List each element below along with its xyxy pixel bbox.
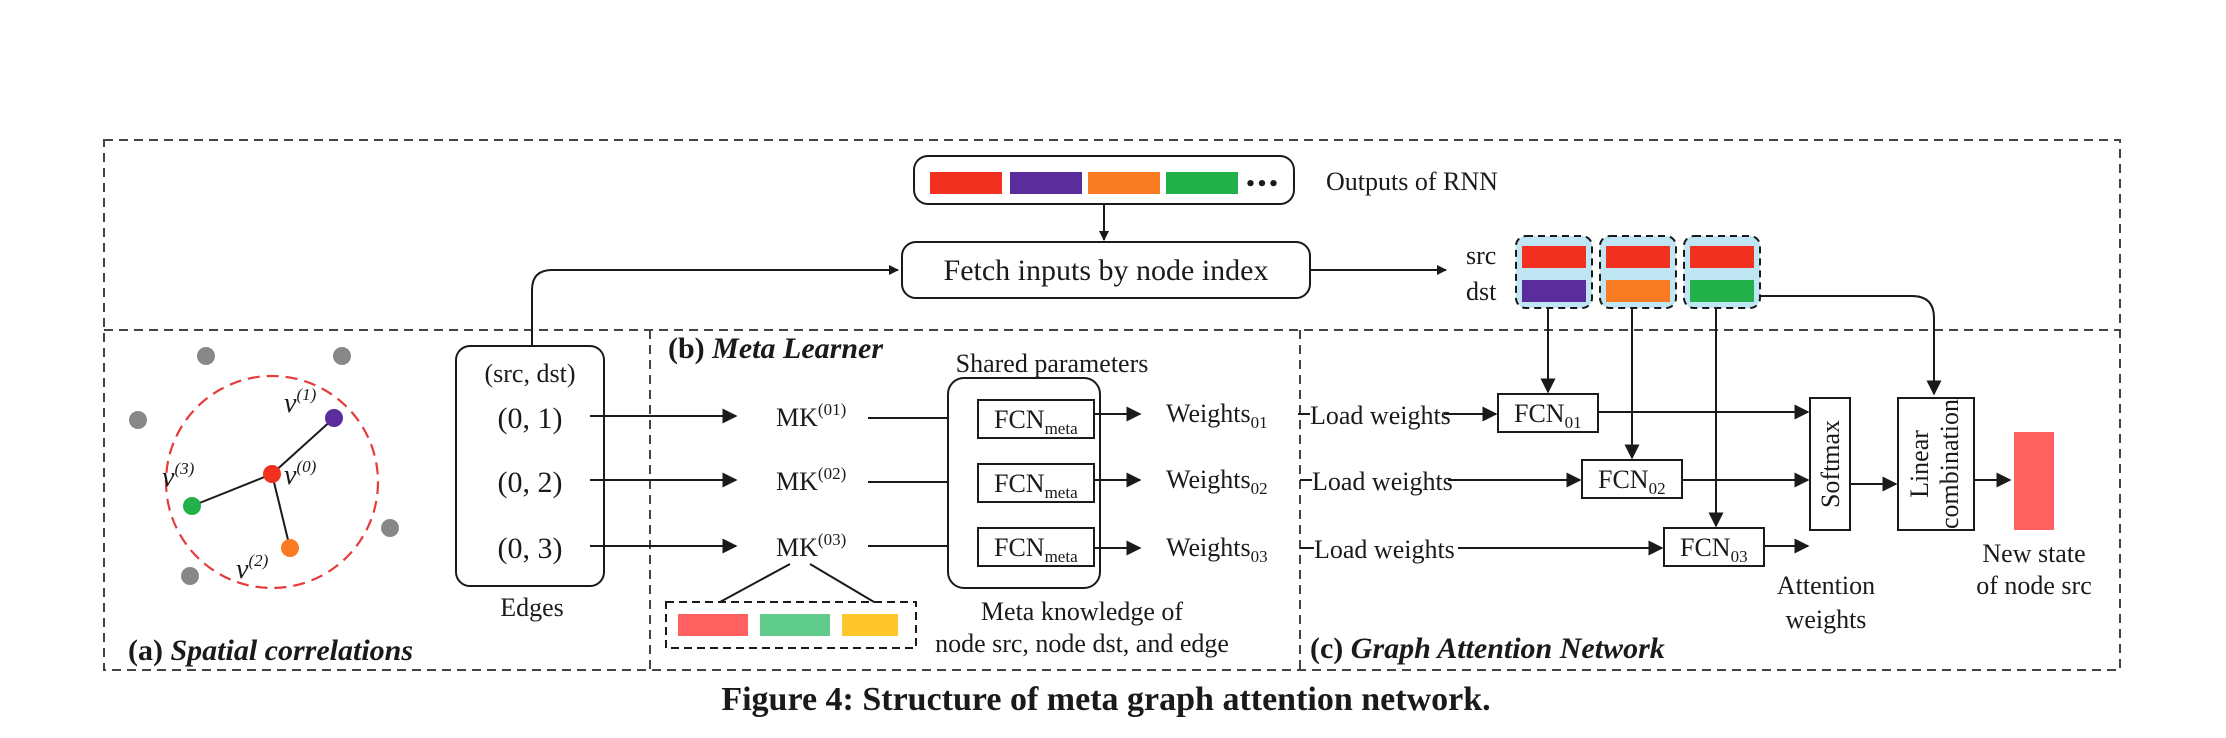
fcn-meta-03 [977, 527, 1095, 567]
arrow-src-to-linear [1760, 295, 1942, 396]
rnn-block-red [930, 172, 1002, 194]
svg-text:FCNmeta: FCNmeta [994, 533, 1078, 566]
node-v0 [263, 465, 281, 483]
gray-node [181, 567, 199, 585]
svg-text:FCN03: FCN03 [1680, 533, 1748, 566]
softmax-label: Softmax [1816, 420, 1845, 508]
attention-line2: weights [1786, 605, 1867, 634]
mk-caption-line1: Meta knowledge of [981, 597, 1184, 626]
load-weights-02: Load weights [1312, 467, 1453, 496]
weights-01: Weights01 [1166, 399, 1268, 432]
newstate-line1: New state [1982, 539, 2085, 568]
srcdst-pair-01 [1515, 235, 1593, 309]
linear-label-line2: combination [1935, 399, 1964, 529]
node-label-v0: v(0) [284, 457, 317, 491]
rnn-block-purple [1010, 172, 1082, 194]
panel-c-title: (c) Graph Attention Network [1310, 632, 1665, 665]
node-label-v3: v(3) [162, 459, 195, 493]
node-v1 [325, 409, 343, 427]
softmax-box [1809, 397, 1851, 531]
dashed-neighborhood [164, 374, 380, 590]
edges-box [455, 345, 605, 587]
edge-03: (0, 3) [498, 532, 563, 565]
ellipsis: ••• [1245, 174, 1280, 195]
gray-node [197, 347, 215, 365]
gray-node [381, 519, 399, 537]
rnn-outputs: ••• [913, 155, 1295, 205]
panel-a-title: (a) Spatial correlations [128, 634, 413, 667]
mk-block-mint [760, 614, 830, 636]
load-weights-03: Load weights [1314, 535, 1455, 564]
edges-header: (src, dst) [485, 359, 576, 388]
load-weights-01: Load weights [1310, 401, 1451, 430]
mk-01: MK(01) [776, 400, 846, 432]
node-v3 [183, 497, 201, 515]
meta-knowledge-box [665, 601, 917, 649]
weights-03: Weights03 [1166, 533, 1268, 566]
mk-caption-line2: node src, node dst, and edge [935, 629, 1229, 658]
shared-parameters-label: Shared parameters [956, 349, 1149, 378]
figure-caption: Figure 4: Structure of meta graph attent… [721, 681, 1490, 718]
outputs-label: Outputs of RNN [1326, 167, 1498, 196]
outer-frame [103, 139, 2121, 671]
mk-03: MK(03) [776, 530, 846, 562]
mk-02: MK(02) [776, 464, 846, 496]
panel-b-title: (b) Meta Learner [668, 332, 883, 365]
svg-text:FCN01: FCN01 [1514, 399, 1582, 432]
dst-label: dst [1466, 277, 1497, 306]
new-state-block [2014, 432, 2054, 530]
attention-line1: Attention [1777, 571, 1875, 600]
edges-caption: Edges [500, 593, 564, 622]
fetch-label: Fetch inputs by node index [944, 254, 1269, 287]
fcn-02-box [1581, 459, 1683, 499]
svg-text:FCNmeta: FCNmeta [994, 405, 1078, 438]
gray-node [129, 411, 147, 429]
weights-02: Weights02 [1166, 465, 1268, 498]
srcdst-pair-03 [1683, 235, 1761, 309]
edge-02: (0, 2) [498, 466, 563, 499]
node-label-v1: v(1) [284, 385, 317, 419]
mk-block-yellow [842, 614, 898, 636]
node-v2 [281, 539, 299, 557]
svg-text:FCNmeta: FCNmeta [994, 469, 1078, 502]
rnn-block-orange [1088, 172, 1160, 194]
fcn-03-box [1663, 527, 1765, 567]
src-label: src [1466, 241, 1496, 270]
spatial-graph [129, 347, 399, 590]
fcn-meta-02 [977, 463, 1095, 503]
linear-combination-box [1897, 397, 1975, 531]
node-label-v2: v(2) [236, 551, 269, 585]
fcn-meta-01 [977, 399, 1095, 439]
edge-01: (0, 1) [498, 402, 563, 435]
svg-text:FCN02: FCN02 [1598, 465, 1666, 498]
gray-node [333, 347, 351, 365]
rnn-block-green [1166, 172, 1238, 194]
arrow-edges-to-fetch [531, 265, 899, 346]
linear-label-line1: Linear [1905, 430, 1934, 498]
newstate-line2: of node src [1976, 571, 2092, 600]
mk-block-salmon [678, 614, 748, 636]
srcdst-pair-02 [1599, 235, 1677, 309]
